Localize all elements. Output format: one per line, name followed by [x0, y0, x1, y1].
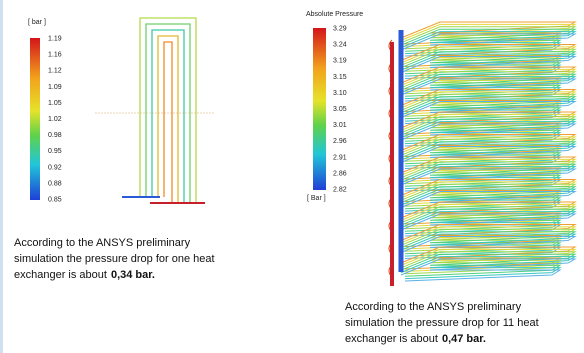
tick-label: 0.98 — [48, 132, 62, 139]
caption-text: exchanger is about — [345, 333, 438, 345]
tick-label: 3.15 — [333, 74, 347, 81]
slide: [ bar ] 1.19 1.16 1.12 1.09 1.05 1.02 0.98 0.95… — [0, 0, 584, 353]
tick-label: 2.86 — [333, 170, 347, 177]
right-colorbar — [313, 28, 326, 190]
tick-label: 2.82 — [333, 187, 347, 194]
tick-label: 1.16 — [48, 52, 62, 59]
tick-label: 3.24 — [333, 42, 347, 49]
tick-label: 3.29 — [333, 26, 347, 33]
left-legend-unit: [ bar ] — [28, 19, 46, 26]
caption-line: exchanger is about 0,47 bar. — [345, 333, 486, 345]
caption-line: According to the ANSYS preliminary — [14, 237, 191, 249]
caption-line: simulation the pressure drop for 11 heat — [345, 317, 539, 329]
right-legend-title: Absolute Pressure — [306, 11, 363, 18]
caption-text: According to the ANSYS preliminary — [345, 301, 522, 313]
tick-label: 1.02 — [48, 116, 62, 123]
caption-bold: 0,34 bar. — [111, 269, 155, 281]
caption-text: According to the ANSYS preliminary — [14, 237, 191, 249]
caption-text: simulation the pressure drop for 11 heat — [345, 317, 539, 329]
tick-label: 3.10 — [333, 90, 347, 97]
tick-label: 3.05 — [333, 106, 347, 113]
tick-label: 0.88 — [48, 180, 62, 187]
tick-label: 0.95 — [48, 148, 62, 155]
tick-label: 3.19 — [333, 58, 347, 65]
tick-label: 2.91 — [333, 154, 347, 161]
caption-line: According to the ANSYS preliminary — [345, 301, 522, 313]
tick-label: 0.92 — [48, 164, 62, 171]
tick-label: 1.09 — [48, 84, 62, 91]
caption-bold: 0,47 bar. — [442, 333, 486, 345]
tick-label: 3.01 — [333, 122, 347, 129]
right-legend-unit: [ Bar ] — [307, 195, 326, 202]
tick-label: 2.96 — [333, 138, 347, 145]
caption-line: simulation the pressure drop for one hea… — [14, 253, 215, 265]
caption-line: exchanger is about 0,34 bar. — [14, 269, 155, 281]
caption-text: simulation the pressure drop for one hea… — [14, 253, 215, 265]
slide-edge — [0, 0, 3, 353]
tick-label: 0.85 — [48, 197, 62, 204]
tick-label: 1.19 — [48, 36, 62, 43]
tick-label: 1.05 — [48, 100, 62, 107]
caption-text: exchanger is about — [14, 269, 107, 281]
tick-label: 1.12 — [48, 68, 62, 75]
left-colorbar — [30, 38, 40, 200]
